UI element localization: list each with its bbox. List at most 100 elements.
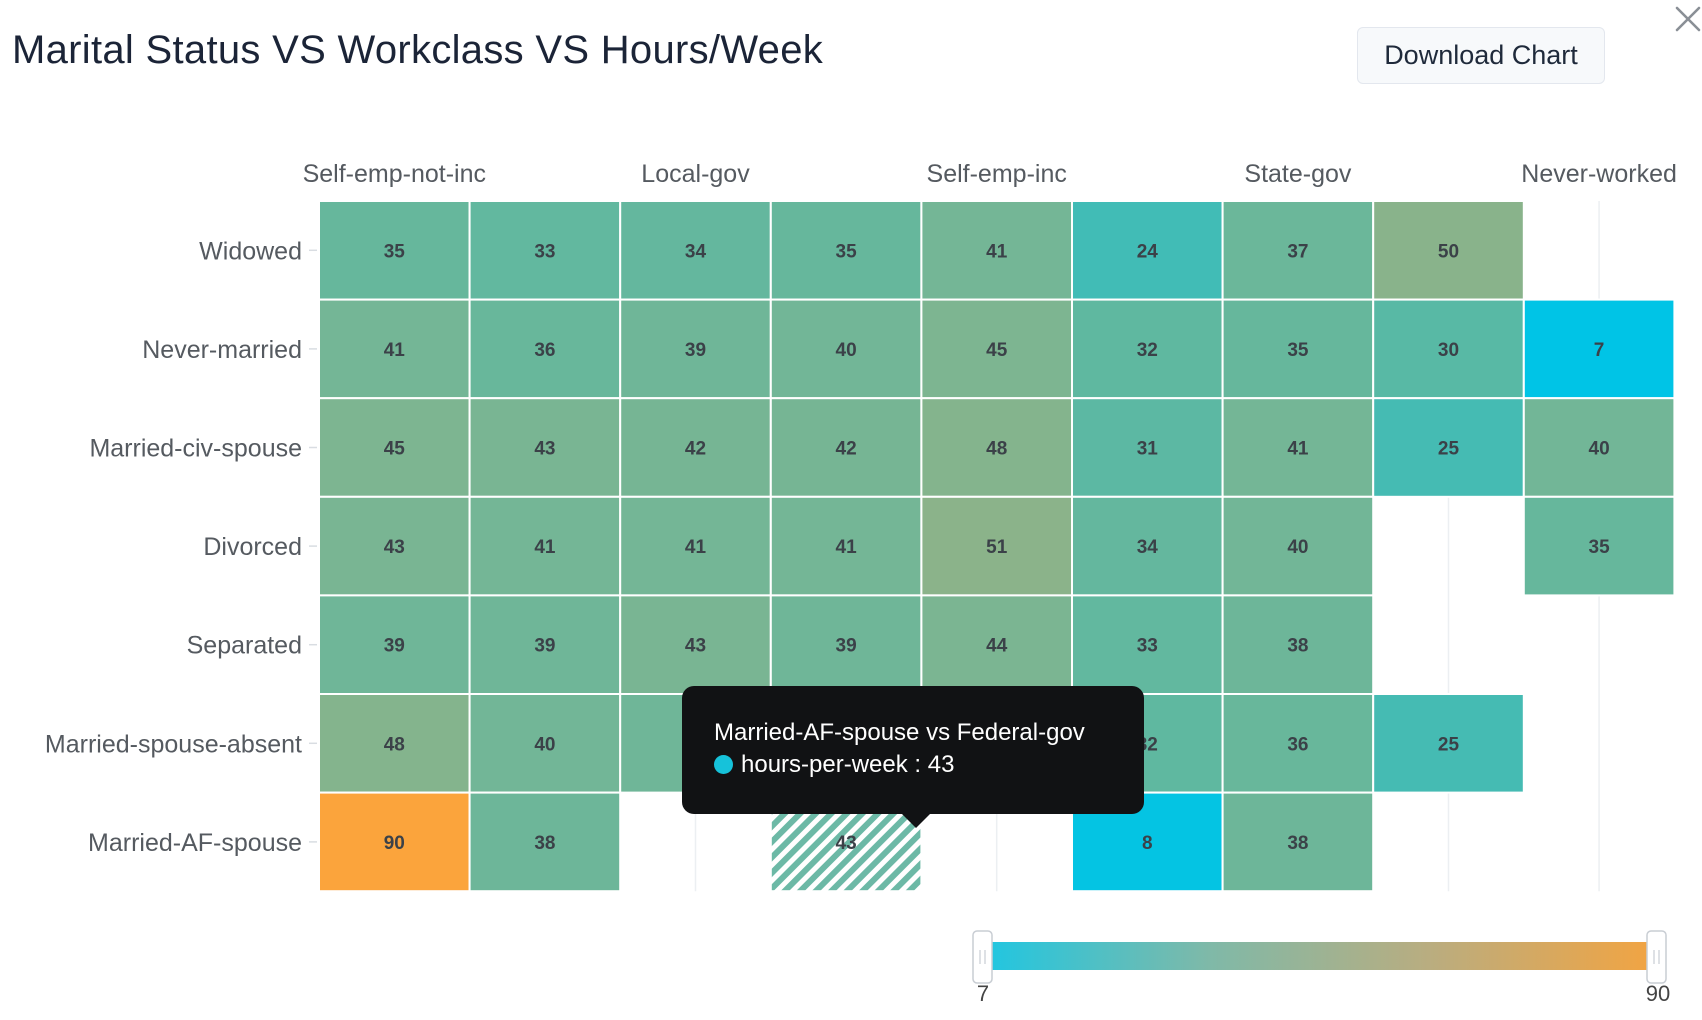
visual-map-max-handle[interactable] [1646,930,1667,984]
heatmap-cell[interactable] [619,298,772,400]
heatmap-cell[interactable] [1221,200,1375,301]
cell-value-label: 40 [1287,537,1308,558]
y-tick-label: Never-married [142,336,302,364]
heatmap-cell[interactable] [468,298,622,400]
heatmap-cell[interactable] [468,693,622,794]
tooltip: Married-AF-spouse vs Federal-gov hours-p… [682,686,1144,828]
x-axis-labels: Self-emp-not-inc Local-gov Self-emp-inc Sta… [303,160,1677,188]
heatmap-cell[interactable] [318,397,471,498]
visual-map-min-handle[interactable] [972,930,993,984]
heatmap-cell[interactable] [468,495,622,597]
x-tick-label: Self-emp-not-inc [303,160,486,188]
cell-value-label: 42 [836,439,857,460]
heatmap-cell[interactable] [920,200,1074,301]
cell-value-label: 39 [685,340,706,361]
heatmap-cell[interactable] [318,298,471,400]
cell-value-label: 35 [836,241,858,262]
cell-value-label: 43 [836,833,857,854]
cell-value-label: 37 [1287,241,1308,262]
y-axis-labels: Widowed Never-married Married-civ-spouse Di… [45,237,317,857]
y-tick-label: Married-AF-spouse [88,829,302,857]
cell-value-label: 41 [685,537,707,558]
visual-map-max-label: 90 [1646,981,1670,1006]
cell-value-label: 39 [534,636,555,657]
heatmap-cell[interactable] [1221,594,1375,696]
visual-map-min-label: 7 [977,981,989,1006]
chart-title: Marital Status VS Workclass VS Hours/Wee… [12,28,824,72]
cell-value-label: 33 [534,241,555,262]
cell-value-label: 35 [1589,537,1611,558]
cell-value-label: 41 [836,537,858,558]
heatmap-cell[interactable] [920,298,1074,400]
heatmap-cell[interactable] [1372,693,1525,794]
heatmap-cell[interactable] [318,200,471,301]
cell-value-label: 41 [534,537,556,558]
tooltip-label: hours-per-week [741,751,908,778]
tooltip-value: 43 [927,751,955,778]
cell-value-label: 36 [534,340,555,361]
cell-value-label: 40 [836,340,857,361]
y-tick-label: Divorced [203,533,302,561]
heatmap-cell[interactable] [619,594,772,696]
tooltip-separator: : [907,751,928,778]
heatmap-cell[interactable] [1071,397,1224,498]
cell-value-label: 44 [986,636,1008,657]
heatmap-cell[interactable] [468,200,622,301]
tooltip-row: hours-per-week : 43 [714,749,1112,781]
close-icon[interactable] [1671,2,1702,36]
cell-value-label: 33 [1137,636,1158,657]
heatmap-cell[interactable] [1071,495,1224,597]
cell-value-label: 45 [384,439,406,460]
cell-value-label: 25 [1438,734,1460,755]
heatmap-cell[interactable] [1372,397,1525,498]
cell-value-label: 43 [534,439,555,460]
cell-value-label: 48 [986,439,1007,460]
cell-value-label: 38 [534,833,555,854]
cell-value-label: 90 [384,833,405,854]
heatmap-cell[interactable] [1221,791,1375,893]
heatmap-cell[interactable] [1071,200,1224,301]
cell-value-label: 8 [1142,833,1153,854]
heatmap-cell[interactable] [1522,298,1676,400]
heatmap-cell[interactable] [1522,495,1676,597]
heatmap-cell[interactable] [769,200,923,301]
cell-value-label: 38 [1287,636,1308,657]
download-chart-button[interactable]: Download Chart [1357,27,1605,84]
cell-value-label: 50 [1438,241,1459,262]
heatmap-cell[interactable] [769,594,923,696]
cell-value-label: 35 [1287,340,1309,361]
y-tick-label: Widowed [199,237,302,265]
visual-map: 7 90 [972,930,1670,1006]
cell-value-label: 39 [384,636,405,657]
series-dot-icon [714,755,733,774]
tooltip-title: Married-AF-spouse vs Federal-gov [714,719,1085,746]
heatmap-cell[interactable] [769,298,923,400]
heatmap-cell[interactable] [619,397,772,498]
heatmap-cell[interactable] [619,200,772,301]
heatmap-cell[interactable] [1372,298,1525,400]
heatmap-cell[interactable] [318,693,471,794]
heatmap-cell[interactable] [1071,594,1224,696]
y-tick-label: Married-civ-spouse [89,435,302,463]
heatmap-cell[interactable] [318,791,471,893]
cell-value-label: 31 [1137,439,1159,460]
cell-value-label: 41 [384,340,406,361]
heatmap-cell[interactable] [318,594,471,696]
cell-value-label: 43 [384,537,405,558]
cell-value-label: 34 [685,241,707,262]
cell-value-label: 40 [1589,439,1610,460]
cell-value-label: 39 [836,636,857,657]
cell-value-label: 42 [685,439,706,460]
cell-value-label: 36 [1287,734,1308,755]
cell-value-label: 41 [1287,439,1309,460]
heatmap-cell[interactable] [1372,200,1525,301]
heatmap-cell[interactable] [619,495,772,597]
x-tick-label: Self-emp-inc [927,160,1067,188]
heatmap-cell[interactable] [920,594,1074,696]
cell-value-label: 38 [1287,833,1308,854]
heatmap-cell[interactable] [1221,495,1375,597]
x-tick-label: State-gov [1244,160,1352,188]
cell-value-label: 32 [1137,340,1158,361]
heatmap-cell[interactable] [468,791,622,893]
cell-value-label: 45 [986,340,1008,361]
